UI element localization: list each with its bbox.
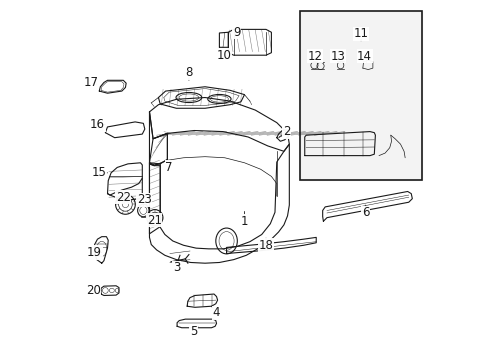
Polygon shape xyxy=(300,12,421,180)
Text: 10: 10 xyxy=(216,49,231,62)
Text: 5: 5 xyxy=(189,325,197,338)
Text: 2: 2 xyxy=(283,125,290,138)
Text: 23: 23 xyxy=(136,193,151,206)
Text: 15: 15 xyxy=(92,166,106,179)
Text: 22: 22 xyxy=(116,191,130,204)
Text: 21: 21 xyxy=(146,214,162,227)
Text: 17: 17 xyxy=(83,76,98,89)
Text: 11: 11 xyxy=(353,27,368,40)
Text: 1: 1 xyxy=(240,215,248,228)
Text: 13: 13 xyxy=(330,50,345,63)
Text: 4: 4 xyxy=(212,306,220,319)
Text: 16: 16 xyxy=(90,118,105,131)
Text: 18: 18 xyxy=(258,239,273,252)
Text: 7: 7 xyxy=(165,161,173,174)
Text: 14: 14 xyxy=(356,50,371,63)
Text: 3: 3 xyxy=(172,261,180,274)
Text: 8: 8 xyxy=(185,66,192,79)
Text: 20: 20 xyxy=(85,284,101,297)
Bar xyxy=(300,12,421,180)
Text: 19: 19 xyxy=(87,246,102,259)
Text: 9: 9 xyxy=(232,26,240,39)
Text: 12: 12 xyxy=(307,50,322,63)
Text: 6: 6 xyxy=(361,207,369,220)
